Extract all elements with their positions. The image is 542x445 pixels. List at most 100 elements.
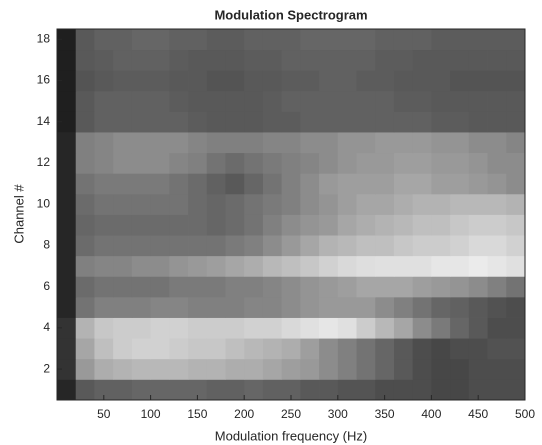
heatmap-cell: [262, 317, 283, 339]
heatmap-cell: [131, 29, 151, 51]
heatmap-cell: [188, 152, 208, 174]
heatmap-cell: [169, 173, 189, 195]
heatmap-cell: [337, 296, 357, 318]
heatmap-cell: [75, 111, 95, 133]
heatmap-cell: [356, 255, 376, 277]
heatmap-cell: [337, 338, 357, 360]
heatmap-cell: [94, 317, 114, 339]
heatmap-cell: [113, 152, 133, 174]
heatmap-cell: [375, 338, 395, 360]
heatmap-cell: [75, 296, 95, 318]
heatmap-cell: [281, 276, 301, 298]
heatmap-cell: [225, 379, 245, 401]
heatmap-cell: [131, 111, 151, 133]
heatmap-cell: [150, 276, 170, 298]
heatmap-cell: [150, 90, 170, 112]
heatmap-cell: [113, 111, 133, 133]
heatmap-cell: [225, 111, 245, 133]
heatmap-cell: [94, 111, 114, 133]
heatmap-cell: [225, 193, 245, 215]
heatmap-cell: [393, 29, 414, 51]
heatmap-cell: [225, 255, 245, 277]
heatmap-cell: [319, 193, 339, 215]
heatmap-cell: [75, 276, 95, 298]
heatmap-cell: [188, 214, 208, 236]
heatmap-cell: [150, 379, 170, 401]
heatmap-cell: [281, 214, 301, 236]
heatmap-cell: [225, 235, 245, 257]
heatmap-cell: [150, 111, 170, 133]
heatmap-cell: [506, 90, 526, 112]
heatmap-cell: [319, 317, 339, 339]
heatmap-cell: [450, 379, 470, 401]
heatmap-cell: [75, 152, 95, 174]
heatmap-cell: [412, 49, 432, 71]
heatmap-cell: [506, 214, 526, 236]
heatmap-cell: [57, 255, 77, 277]
heatmap-cell: [262, 173, 283, 195]
heatmap-cell: [131, 132, 151, 154]
heatmap-cell: [468, 379, 488, 401]
heatmap-cell: [75, 255, 95, 277]
y-axis-title: Channel #: [11, 184, 26, 244]
heatmap-cell: [375, 152, 395, 174]
heatmap-cell: [450, 255, 470, 277]
heatmap-cell: [450, 276, 470, 298]
heatmap-cell: [57, 193, 77, 215]
heatmap-cell: [375, 132, 395, 154]
heatmap-cell: [319, 296, 339, 318]
heatmap-cell: [337, 379, 357, 401]
y-tick-label: 18: [37, 31, 51, 45]
heatmap-cell: [412, 276, 432, 298]
heatmap-cell: [431, 70, 451, 92]
heatmap-cell: [506, 317, 526, 339]
heatmap-cell: [57, 90, 77, 112]
heatmap-cell: [206, 111, 226, 133]
heatmap-cell: [281, 338, 301, 360]
heatmap-cell: [450, 132, 470, 154]
heatmap-cell: [393, 235, 414, 257]
heatmap-cell: [450, 152, 470, 174]
heatmap-cell: [262, 276, 283, 298]
heatmap-cell: [506, 132, 526, 154]
heatmap-cell: [57, 152, 77, 174]
heatmap-cell: [450, 193, 470, 215]
heatmap-cell: [337, 132, 357, 154]
heatmap-cell: [244, 214, 264, 236]
y-tick-label: 12: [37, 155, 51, 169]
heatmap-cell: [450, 111, 470, 133]
heatmap-cell: [262, 379, 283, 401]
heatmap-cell: [393, 358, 414, 380]
heatmap-cell: [206, 29, 226, 51]
heatmap-cell: [188, 235, 208, 257]
heatmap-cell: [57, 214, 77, 236]
heatmap-cell: [94, 90, 114, 112]
heatmap-cell: [393, 214, 414, 236]
heatmap-cell: [393, 111, 414, 133]
heatmap-cell: [487, 338, 507, 360]
heatmap-cell: [468, 214, 488, 236]
heatmap-cell: [281, 152, 301, 174]
heatmap-cell: [262, 29, 283, 51]
heatmap-cell: [244, 296, 264, 318]
heatmap-cell: [244, 132, 264, 154]
heatmap-cell: [300, 317, 320, 339]
heatmap-cell: [94, 49, 114, 71]
heatmap-cell: [506, 111, 526, 133]
heatmap-cell: [431, 193, 451, 215]
heatmap-cell: [375, 90, 395, 112]
heatmap-cell: [225, 317, 245, 339]
heatmap-cell: [57, 235, 77, 257]
heatmap-cell: [356, 296, 376, 318]
heatmap-cell: [262, 90, 283, 112]
heatmap-cell: [262, 235, 283, 257]
heatmap-cell: [113, 379, 133, 401]
heatmap-cell: [468, 235, 488, 257]
heatmap-cell: [94, 29, 114, 51]
heatmap-cell: [450, 358, 470, 380]
heatmap-cell: [487, 132, 507, 154]
heatmap-cell: [150, 70, 170, 92]
heatmap-cell: [431, 255, 451, 277]
heatmap-cell: [375, 193, 395, 215]
heatmap-cell: [169, 338, 189, 360]
